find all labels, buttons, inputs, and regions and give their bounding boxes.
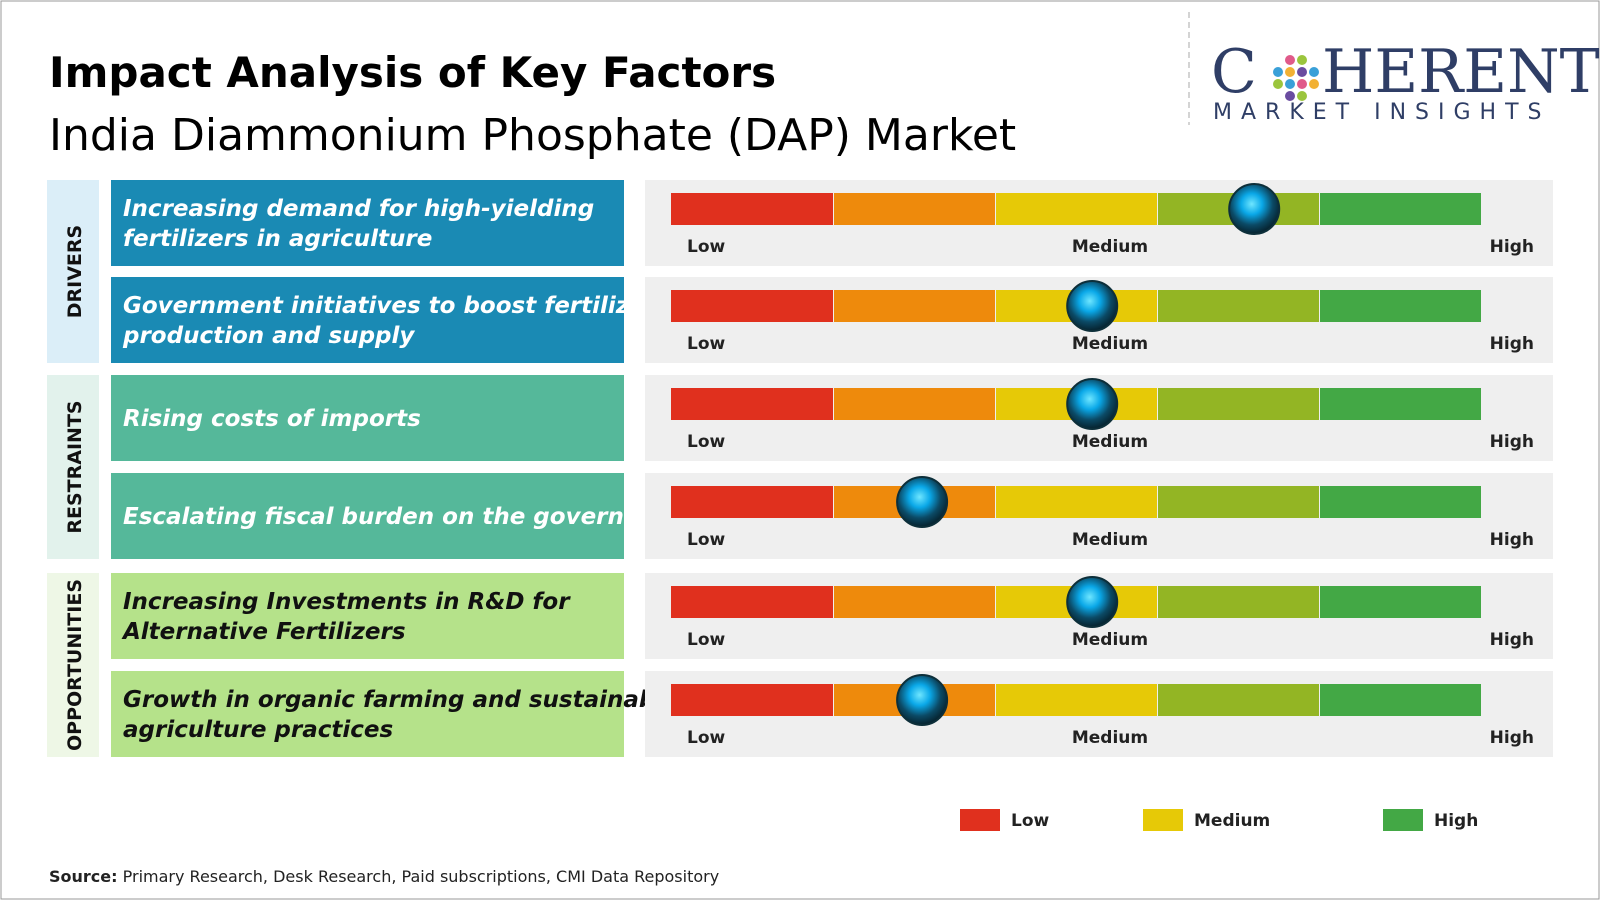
scale-segment — [996, 193, 1157, 225]
scale-segment — [1320, 290, 1481, 322]
factor-box — [111, 671, 624, 757]
scale-segment — [1320, 388, 1481, 420]
impact-knob — [1066, 280, 1119, 332]
impact-knob — [1066, 378, 1119, 430]
factor-text: Increasing demand for high-yielding — [123, 196, 594, 222]
scale-low: Low — [687, 630, 726, 650]
legend-label: Medium — [1194, 811, 1270, 831]
scale-segment — [1320, 193, 1481, 225]
scale-segment — [834, 586, 995, 618]
scale-segment — [1320, 684, 1481, 716]
impact-knob — [1066, 576, 1119, 628]
scale-low: Low — [687, 237, 726, 257]
logo-rest: HERENT — [1322, 37, 1600, 107]
factor-text: agriculture practices — [123, 717, 393, 743]
factor-text: production and supply — [122, 323, 415, 349]
scale-segment — [1320, 586, 1481, 618]
factor-text: Alternative Fertilizers — [121, 619, 406, 645]
scale-segment — [834, 290, 995, 322]
scale-high: High — [1490, 237, 1534, 257]
scale-medium: Medium — [1072, 728, 1148, 748]
scale-medium: Medium — [1072, 237, 1148, 257]
scale-low: Low — [687, 432, 726, 452]
group-label: RESTRAINTS — [64, 400, 86, 533]
subtitle: India Diammonium Phosphate (DAP) Market — [49, 110, 1016, 161]
scale-low: Low — [687, 728, 726, 748]
scale-high: High — [1490, 530, 1534, 550]
scale-segment — [1158, 486, 1319, 518]
scale-high: High — [1490, 334, 1534, 354]
scale-segment — [996, 684, 1157, 716]
factor-box — [111, 277, 624, 363]
group-label: OPPORTUNITIES — [64, 579, 86, 751]
scale-segment — [996, 486, 1157, 518]
source-label: Source: — [49, 867, 118, 886]
factor-box — [111, 375, 624, 461]
group-label-bg — [47, 180, 99, 363]
group-label-bg — [47, 375, 99, 559]
legend-swatch — [1143, 809, 1183, 831]
scale-segment — [1320, 486, 1481, 518]
scale-segment — [834, 388, 995, 420]
scale-high: High — [1490, 630, 1534, 650]
source-text: Primary Research, Desk Research, Paid su… — [123, 867, 720, 886]
source: Source: Primary Research, Desk Research,… — [49, 867, 719, 886]
scale-segment — [671, 486, 833, 518]
impact-knob — [1228, 183, 1281, 235]
scale-segment — [834, 193, 995, 225]
rows: DRIVERS RESTRAINTS OPPORTUNITIES Increasing… — [47, 180, 1553, 831]
title: Impact Analysis of Key Factors — [49, 48, 776, 97]
scale-segment — [671, 684, 833, 716]
scale-high: High — [1490, 432, 1534, 452]
scale-medium: Medium — [1072, 530, 1148, 550]
factor-text: Government initiatives to boost fertiliz… — [123, 293, 658, 319]
scale-low: Low — [687, 530, 726, 550]
scale-segment — [1158, 586, 1319, 618]
legend-label: Low — [1011, 811, 1050, 831]
scale-segment — [671, 586, 833, 618]
scale-low: Low — [687, 334, 726, 354]
scale-medium: Medium — [1072, 334, 1148, 354]
legend-swatch — [960, 809, 1000, 831]
scale-segment — [1158, 684, 1319, 716]
factor-box — [111, 473, 624, 559]
scale-segment — [671, 193, 833, 225]
impact-knob — [896, 674, 949, 726]
factor-text: Rising costs of imports — [123, 406, 421, 432]
factor-box — [111, 573, 624, 659]
scale-segment — [671, 290, 833, 322]
scale-segment — [671, 388, 833, 420]
logo-dots — [1273, 55, 1319, 101]
impact-knob — [896, 476, 949, 528]
scale-high: High — [1490, 728, 1534, 748]
legend-swatch — [1383, 809, 1423, 831]
factor-text: Increasing Investments in R&D for — [123, 589, 571, 615]
logo-c: C — [1211, 37, 1257, 107]
scale-segment — [1158, 388, 1319, 420]
factor-text: fertilizers in agriculture — [123, 226, 432, 252]
group-label-bg — [47, 573, 99, 757]
scale-segment — [1158, 290, 1319, 322]
factor-box — [111, 180, 624, 266]
scale-medium: Medium — [1072, 630, 1148, 650]
legend-label: High — [1434, 811, 1478, 831]
factor-text: Escalating fiscal burden on the governme… — [123, 504, 692, 530]
scale-medium: Medium — [1072, 432, 1148, 452]
group-label: DRIVERS — [64, 225, 86, 318]
factor-text: Growth in organic farming and sustainabl… — [123, 687, 679, 713]
logo-tagline: MARKET INSIGHTS — [1213, 100, 1550, 125]
